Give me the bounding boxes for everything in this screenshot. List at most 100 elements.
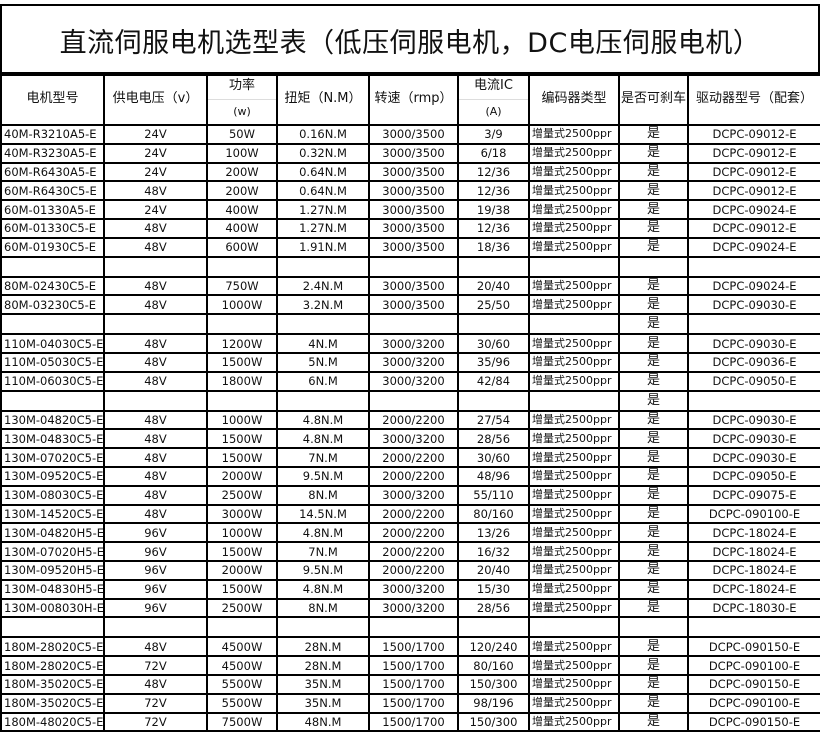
cell-power: 2500W <box>206 484 278 506</box>
cell-brake: 是 <box>618 636 689 658</box>
cell-torque: 5N.M <box>276 351 370 373</box>
table-body: 40M-R3210A5-E 24V 50W 0.16N.M 3000/3500 3/9 增量… <box>0 124 820 733</box>
cell-voltage: 48V <box>103 447 208 468</box>
cell-torque: 2.4N.M <box>276 275 370 297</box>
cell-brake: 是 <box>618 503 689 525</box>
cell-speed: 3000/3500 <box>368 199 459 220</box>
cell-driver: DCPC-09012-E <box>687 180 820 202</box>
cell-driver: DCPC-090150-E <box>687 673 820 695</box>
cell-speed: 2000/2200 <box>368 522 459 544</box>
cell-brake: 是 <box>618 142 689 164</box>
cell-current: 120/240 <box>457 636 530 658</box>
cell-encoder: 增量式2500ppr <box>528 578 620 600</box>
cell-voltage: 96V <box>103 559 208 581</box>
cell-power: 1000W <box>206 294 278 316</box>
cell-encoder: 增量式2500ppr <box>528 217 620 239</box>
cell-torque: 28N.M <box>276 655 370 676</box>
table-row: 180M-35020C5-E 72V 5500W 35N.M 1500/1700 98/1… <box>0 692 820 714</box>
cell-power <box>206 389 278 412</box>
cell-encoder: 增量式2500ppr <box>528 180 620 202</box>
cell-encoder: 增量式2500ppr <box>528 428 620 450</box>
cell-brake: 是 <box>618 447 689 468</box>
cell-model: 40M-R3230A5-E <box>0 142 105 164</box>
cell-voltage: 96V <box>103 597 208 619</box>
cell-power <box>206 255 278 278</box>
cell-brake: 是 <box>618 522 689 544</box>
cell-torque: 3.2N.M <box>276 294 370 316</box>
cell-driver: DCPC-09030-E <box>687 333 820 354</box>
cell-model: 60M-01930C5-E <box>0 236 105 258</box>
cell-voltage: 48V <box>103 236 208 258</box>
cell-brake: 是 <box>618 389 689 412</box>
header-encoder: 编码器类型 <box>528 72 620 126</box>
cell-driver: DCPC-090150-E <box>687 636 820 658</box>
cell-encoder <box>528 255 620 278</box>
cell-power: 4500W <box>206 636 278 658</box>
cell-speed: 3000/3500 <box>368 161 459 183</box>
cell-power: 5500W <box>206 673 278 695</box>
cell-model: 60M-01330C5-E <box>0 217 105 239</box>
cell-encoder <box>528 616 620 639</box>
cell-model <box>0 255 105 278</box>
cell-current: 150/300 <box>457 711 530 733</box>
cell-driver: DCPC-09030-E <box>687 428 820 450</box>
header-brake: 是否可刹车 <box>618 72 689 126</box>
cell-torque: 8N.M <box>276 597 370 619</box>
cell-speed <box>368 313 459 336</box>
cell-encoder: 增量式2500ppr <box>528 124 620 145</box>
cell-encoder <box>528 313 620 336</box>
cell-voltage: 48V <box>103 275 208 297</box>
cell-brake: 是 <box>618 655 689 676</box>
cell-driver: DCPC-18024-E <box>687 578 820 600</box>
cell-current: 19/38 <box>457 199 530 220</box>
cell-encoder: 增量式2500ppr <box>528 522 620 544</box>
cell-model: 180M-28020C5-E <box>0 655 105 676</box>
motor-selection-table: 电机型号 供电电压（v） 功率 (w) 扭矩（N.M） 转速（rmp） 电流IC (… <box>0 72 820 733</box>
cell-current: 18/36 <box>457 236 530 258</box>
cell-encoder: 增量式2500ppr <box>528 275 620 297</box>
table-row: 60M-R6430A5-E 24V 200W 0.64N.M 3000/3500 12/3… <box>0 161 820 183</box>
cell-model: 130M-04820C5-E <box>0 409 105 431</box>
cell-encoder: 增量式2500ppr <box>528 559 620 581</box>
header-power: 功率 (w) <box>206 72 278 126</box>
table-row: 130M-04820H5-E 96V 1000W 4.8N.M 2000/2200 13/… <box>0 522 820 544</box>
cell-current: 25/50 <box>457 294 530 316</box>
cell-power: 100W <box>206 142 278 164</box>
header-current: 电流IC (A) <box>457 72 530 126</box>
cell-driver: DCPC-090150-E <box>687 711 820 733</box>
cell-speed: 1500/1700 <box>368 711 459 733</box>
cell-current: 6/18 <box>457 142 530 164</box>
cell-model: 40M-R3210A5-E <box>0 124 105 145</box>
cell-torque: 0.32N.M <box>276 142 370 164</box>
cell-speed: 3000/3200 <box>368 333 459 354</box>
cell-current: 98/196 <box>457 692 530 714</box>
cell-voltage: 48V <box>103 217 208 239</box>
cell-driver: DCPC-090100-E <box>687 692 820 714</box>
cell-brake: 是 <box>618 541 689 562</box>
cell-speed <box>368 389 459 412</box>
cell-voltage: 72V <box>103 711 208 733</box>
cell-driver: DCPC-09050-E <box>687 370 820 392</box>
cell-torque: 4N.M <box>276 333 370 354</box>
cell-driver: DCPC-09075-E <box>687 484 820 506</box>
cell-model <box>0 389 105 412</box>
cell-torque: 4.8N.M <box>276 522 370 544</box>
cell-current <box>457 313 530 336</box>
table-row: 180M-35020C5-E 48V 5500W 35N.M 1500/1700 150/… <box>0 673 820 695</box>
cell-brake: 是 <box>618 428 689 450</box>
table-row: 130M-04820C5-E 48V 1000W 4.8N.M 2000/2200 27/… <box>0 409 820 431</box>
cell-current: 13/26 <box>457 522 530 544</box>
cell-torque: 7N.M <box>276 541 370 562</box>
cell-encoder: 增量式2500ppr <box>528 541 620 562</box>
cell-driver: DCPC-090100-E <box>687 503 820 525</box>
table-row: 130M-04830C5-E 48V 1500W 4.8N.M 3000/3200 28/… <box>0 428 820 450</box>
spacer-row <box>0 616 820 639</box>
cell-voltage: 48V <box>103 636 208 658</box>
cell-model: 60M-R6430A5-E <box>0 161 105 183</box>
table-row: 110M-06030C5-E 48V 1800W 6N.M 3000/3200 42/84… <box>0 370 820 392</box>
cell-brake: 是 <box>618 124 689 145</box>
cell-driver: DCPC-18024-E <box>687 541 820 562</box>
page-title: 直流伺服电机选型表（低压伺服电机，DC电压伺服电机） <box>0 4 820 76</box>
cell-encoder: 增量式2500ppr <box>528 333 620 354</box>
cell-speed: 3000/3200 <box>368 597 459 619</box>
